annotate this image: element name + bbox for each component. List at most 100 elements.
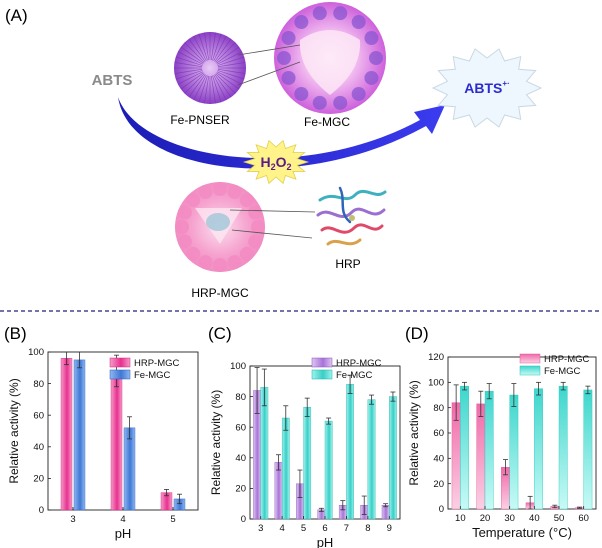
bar: [346, 384, 354, 520]
bar: [123, 427, 136, 511]
abts-radical-burst: ABTS+·: [431, 48, 543, 128]
pnser-unit: [364, 70, 379, 85]
shell-unit: [227, 255, 242, 270]
abts-radical-label: ABTS: [464, 80, 502, 96]
svg-text:ABTS+·: ABTS+·: [464, 79, 509, 96]
legend-label: HRP-MGC: [134, 358, 180, 369]
shell-unit: [248, 234, 263, 249]
shell-unit: [186, 193, 201, 208]
fiber-strand: [214, 38, 232, 62]
fiber-strand: [213, 35, 227, 62]
fiber-strand: [204, 32, 210, 61]
fiber-strand: [188, 74, 206, 98]
fiber-strand: [198, 75, 208, 103]
callout-line: [237, 44, 301, 56]
x-tick-label: 4: [120, 514, 125, 525]
fiber-strand: [216, 51, 243, 65]
pnser-unit: [281, 31, 296, 46]
fe-pnser-label: Fe-PNSER: [170, 113, 230, 127]
shell-unit: [227, 184, 242, 199]
reaction-arrow: [118, 97, 445, 169]
bar: [558, 385, 568, 510]
bar: [274, 462, 283, 520]
y-tick-label: 0: [241, 514, 246, 525]
shell-unit: [239, 193, 254, 208]
x-tick-label: 20: [480, 513, 491, 524]
y-tick-label: 40: [235, 453, 246, 464]
hrp-mgc-particle: [175, 182, 265, 272]
h2o2-sub1: 2: [271, 162, 276, 172]
shell-unit: [177, 234, 192, 249]
svg-text:H2O2: H2O2: [260, 154, 291, 172]
h2o2-burst: H2O2: [242, 139, 310, 185]
bar: [476, 403, 486, 510]
legend-swatch: [109, 369, 131, 380]
fiber-strand: [188, 38, 206, 62]
pnser-unit: [294, 15, 309, 30]
abts-label: ABTS: [92, 72, 133, 89]
bar: [303, 407, 312, 520]
shell-unit: [175, 220, 189, 234]
fiber-strand: [184, 42, 205, 63]
panel-label-d: (D): [405, 324, 429, 343]
h2o2-h: H: [260, 154, 270, 170]
x-tick-label: 60: [578, 513, 589, 524]
fiber-strand: [213, 74, 227, 101]
fiber-strand: [175, 56, 203, 66]
h2o2-o: O: [276, 154, 287, 170]
y-axis-label: Relative activity (%): [407, 380, 421, 485]
bar: [389, 396, 397, 520]
callout-line: [237, 61, 301, 86]
fiber-strand: [217, 70, 245, 80]
x-tick-label: 9: [387, 523, 392, 534]
shell-unit: [239, 246, 254, 261]
pnser-unit: [364, 31, 379, 46]
fiber-strand: [174, 68, 203, 74]
callout-line: [231, 229, 313, 239]
bar: [484, 391, 494, 510]
y-tick-label: 20: [33, 474, 44, 485]
x-tick-label: 7: [344, 523, 349, 534]
shell-unit: [186, 246, 201, 261]
bar: [367, 399, 376, 520]
fiber-strand: [184, 73, 205, 94]
fiber-strand: [217, 68, 246, 74]
y-tick-label: 0: [39, 505, 44, 516]
y-tick-label: 80: [235, 392, 246, 403]
x-axis-label: pH: [317, 535, 334, 548]
pnser-unit: [333, 95, 348, 110]
y-tick-label: 0: [439, 504, 444, 515]
chart-d: 0 20 40 60 80 100 120 Relative activity (%) 10 20…: [407, 352, 597, 540]
y-tick-label: 100: [230, 361, 246, 372]
y-tick-label: 60: [33, 410, 44, 421]
y-axis-label: Relative activity (%): [209, 390, 223, 495]
legend-swatch: [311, 369, 333, 380]
bar: [381, 505, 390, 520]
y-tick-label: 80: [33, 379, 44, 390]
y-tick-label: 20: [235, 484, 246, 495]
pnser-unit: [312, 95, 327, 110]
fiber-strand: [217, 56, 245, 66]
chart-c: 0 20 40 60 80 100 Relative activity (%) 3 4 5 6 7 8 9…: [209, 357, 401, 548]
y-tick-label: 80: [433, 403, 444, 414]
y-tick-label: 40: [33, 442, 44, 453]
fiber-strand: [210, 75, 216, 104]
x-tick-label: 3: [258, 523, 263, 534]
x-tick-label: 8: [365, 523, 370, 534]
callout-line: [229, 209, 316, 213]
legend-swatch: [519, 365, 541, 376]
x-axis-label: pH: [115, 526, 132, 541]
fiber-strand: [216, 71, 243, 85]
pnser-unit: [277, 51, 291, 65]
x-tick-label: 5: [301, 523, 306, 534]
fiber-strand: [177, 71, 204, 85]
y-tick-label: 60: [433, 428, 444, 439]
legend-swatch: [519, 353, 541, 364]
y-tick-label: 60: [235, 422, 246, 433]
bar: [509, 394, 519, 510]
shell-unit: [198, 184, 213, 199]
x-tick-label: 4: [279, 523, 284, 534]
shell-unit: [198, 255, 213, 270]
y-axis-label: Relative activity (%): [7, 378, 21, 483]
x-tick-label: 50: [554, 513, 565, 524]
